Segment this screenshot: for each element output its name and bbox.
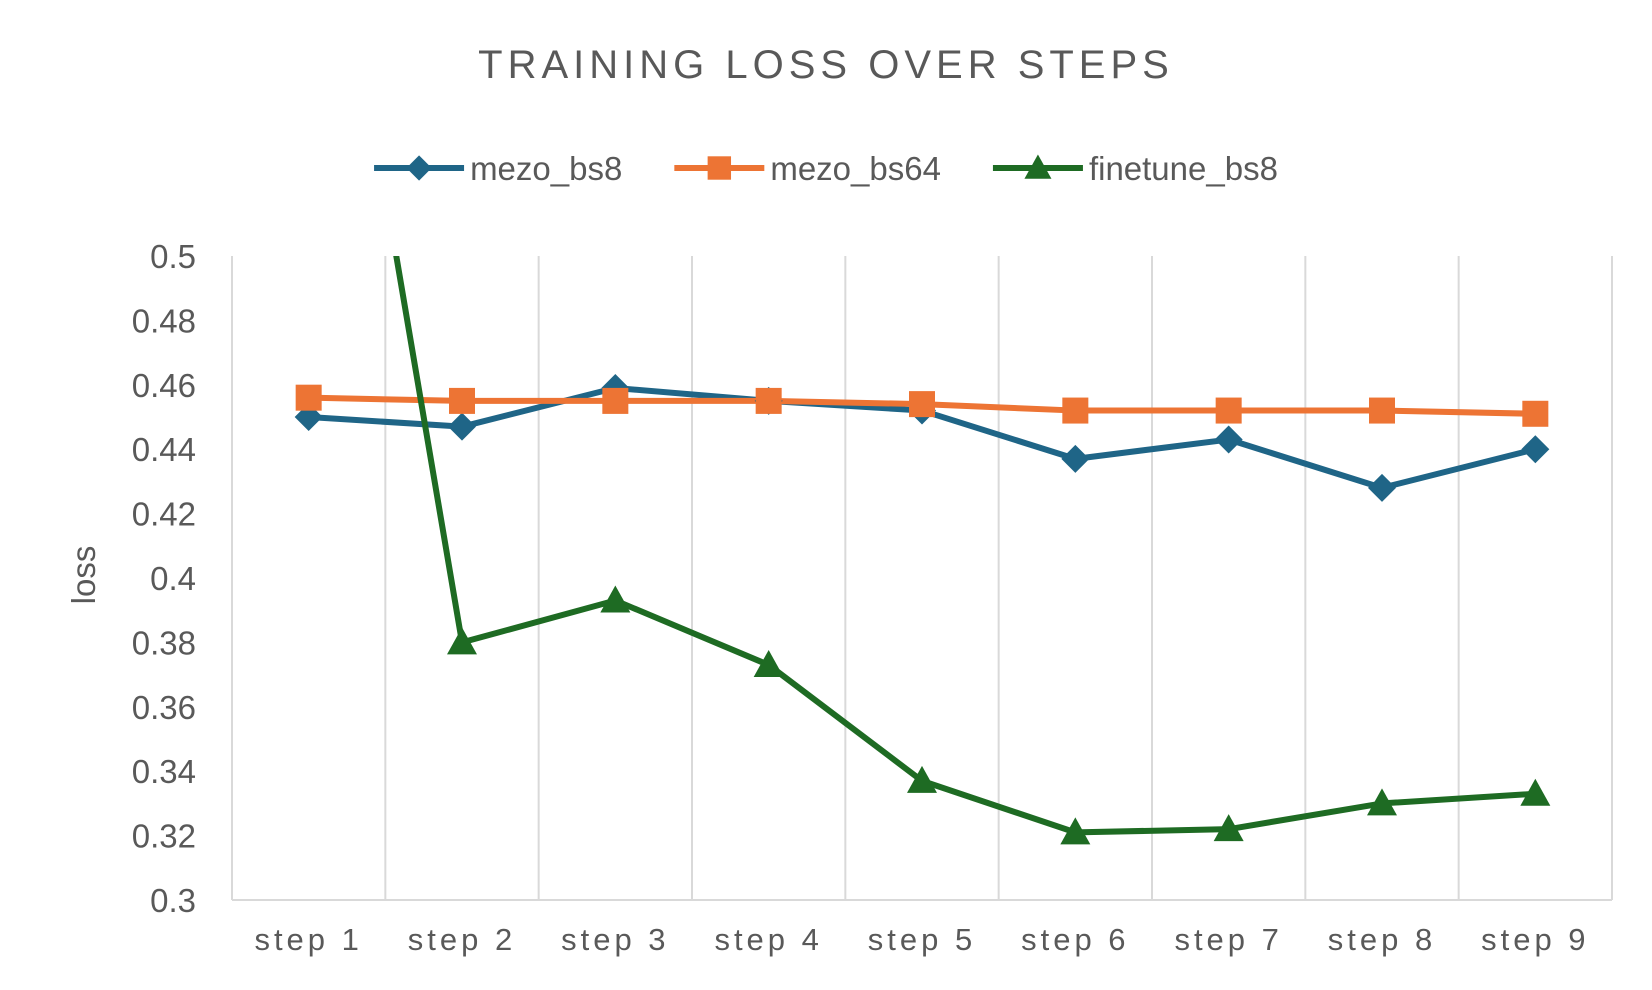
y-tick-label: 0.48	[132, 302, 196, 339]
diamond-marker	[406, 155, 432, 181]
y-tick-label: 0.4	[150, 560, 196, 597]
triangle-marker	[1213, 814, 1244, 842]
square-marker	[602, 387, 629, 414]
triangle-marker	[1060, 817, 1091, 845]
legend-label: finetune_bs8	[1089, 150, 1278, 187]
y-tick-label: 0.3	[150, 882, 196, 919]
triangle-marker	[600, 585, 631, 613]
square-marker	[449, 387, 475, 414]
y-tick-label: 0.38	[132, 624, 196, 661]
y-tick-label: 0.5	[150, 238, 196, 275]
x-tick-label: step 7	[1174, 922, 1282, 957]
y-tick-label: 0.36	[132, 689, 196, 726]
legend-item: mezo_bs64	[674, 150, 941, 187]
x-tick-label: step 5	[868, 922, 976, 957]
y-axis-label: loss	[65, 546, 102, 605]
diamond-marker	[1061, 444, 1090, 473]
x-tick-labels: step 1 step 2 step 3 step 4 step 5 step 6 step…	[254, 922, 1589, 957]
legend: mezo_bs8 mezo_bs64 finetune_bs8	[374, 150, 1278, 187]
diamond-marker	[1214, 425, 1243, 454]
square-marker	[755, 387, 782, 414]
diamond-marker	[1521, 435, 1550, 464]
legend-item: mezo_bs8	[374, 150, 622, 187]
triangle-marker	[1367, 788, 1397, 816]
triangle-marker	[753, 649, 784, 677]
x-tick-label: step 8	[1328, 922, 1436, 957]
triangle-marker	[447, 627, 477, 655]
square-marker	[707, 156, 732, 180]
legend-item: finetune_bs8	[992, 150, 1278, 187]
square-marker	[909, 391, 935, 418]
diamond-marker	[448, 412, 476, 441]
x-tick-label: step 3	[561, 922, 669, 957]
x-tick-label: step 9	[1481, 922, 1589, 957]
y-tick-label: 0.46	[132, 367, 196, 404]
square-marker	[1522, 400, 1549, 427]
legend-label: mezo_bs64	[770, 150, 941, 187]
y-tick-label: 0.42	[132, 496, 196, 533]
x-tick-label: step 6	[1021, 922, 1129, 957]
x-tick-label: step 4	[714, 922, 822, 957]
grid	[231, 256, 1613, 900]
y-tick-labels: 0.3 0.32 0.34 0.36 0.38 0.4 0.42 0.44 0.46 0.48 0.…	[132, 238, 196, 919]
square-marker	[295, 384, 322, 411]
triangle-marker	[1520, 778, 1551, 806]
y-tick-label: 0.32	[132, 818, 196, 855]
legend-label: mezo_bs8	[470, 150, 622, 187]
y-tick-label: 0.44	[132, 431, 196, 468]
square-marker	[1369, 397, 1395, 424]
series-markers	[294, 374, 1551, 845]
y-tick-label: 0.34	[132, 753, 196, 790]
triangle-marker	[907, 765, 937, 793]
square-marker	[1062, 397, 1089, 424]
x-tick-label: step 1	[254, 922, 362, 957]
square-marker	[1215, 397, 1242, 424]
triangle-marker	[1024, 154, 1052, 179]
chart-title: TRAINING LOSS OVER STEPS	[478, 43, 1174, 87]
diamond-marker	[1368, 473, 1396, 502]
x-tick-label: step 2	[408, 922, 516, 957]
